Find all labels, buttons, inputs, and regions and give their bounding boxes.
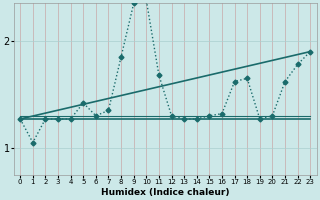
X-axis label: Humidex (Indice chaleur): Humidex (Indice chaleur) [101, 188, 229, 197]
